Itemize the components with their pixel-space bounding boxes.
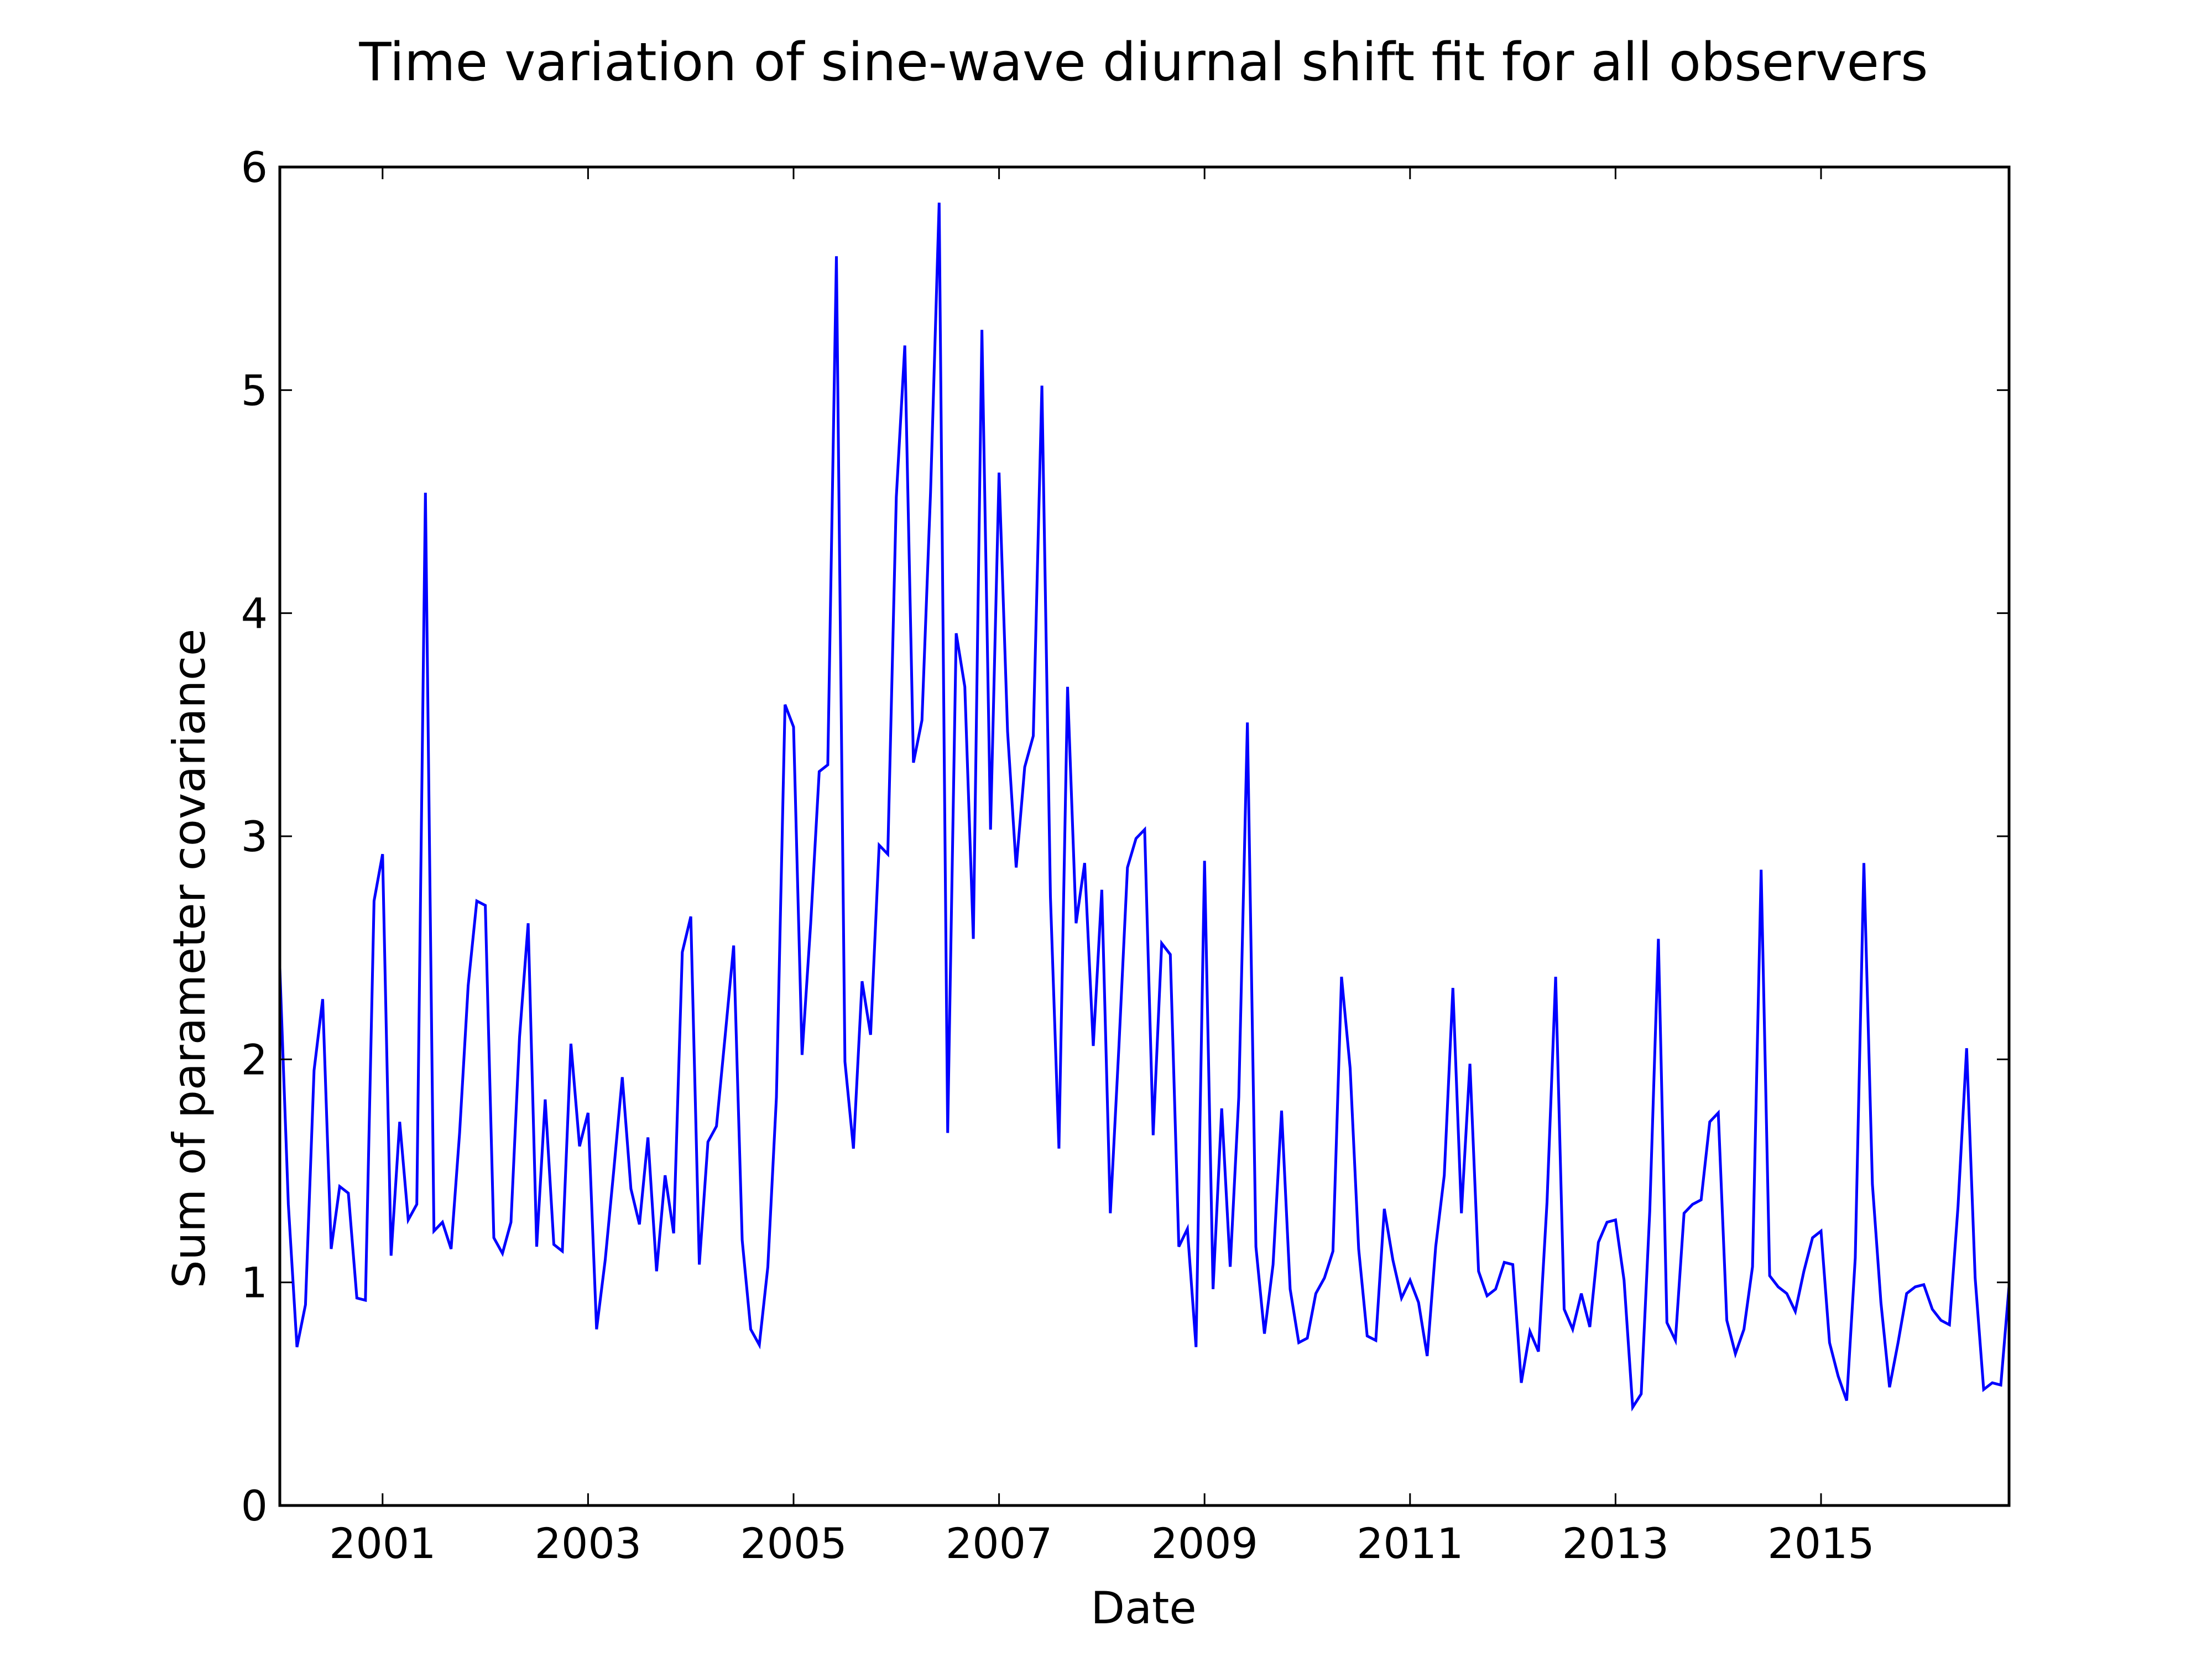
x-tick-label: 2011 (1357, 1519, 1463, 1568)
y-axis-label: Sum of parameter covariance (164, 629, 215, 1289)
x-tick-label: 2009 (1151, 1519, 1258, 1568)
x-tick-label: 2015 (1767, 1519, 1874, 1568)
x-tick-label: 2001 (329, 1519, 436, 1568)
x-tick-label: 2003 (535, 1519, 641, 1568)
y-tick-label: 2 (241, 1035, 268, 1084)
chart-title: Time variation of sine-wave diurnal shif… (359, 32, 1928, 93)
series-line-0 (280, 202, 2009, 1412)
y-tick-label: 3 (241, 812, 268, 861)
y-tick-label: 6 (241, 143, 268, 192)
x-tick-label: 2007 (946, 1519, 1052, 1568)
plot-frame (278, 165, 2011, 1507)
y-tick-label: 4 (241, 589, 268, 638)
y-tick-label: 0 (241, 1481, 268, 1530)
x-tick-label: 2013 (1562, 1519, 1669, 1568)
y-tick-label: 5 (241, 366, 268, 415)
x-tick-label: 2005 (740, 1519, 847, 1568)
y-tick-label: 1 (241, 1258, 268, 1307)
x-axis-label: Date (1091, 1582, 1196, 1634)
